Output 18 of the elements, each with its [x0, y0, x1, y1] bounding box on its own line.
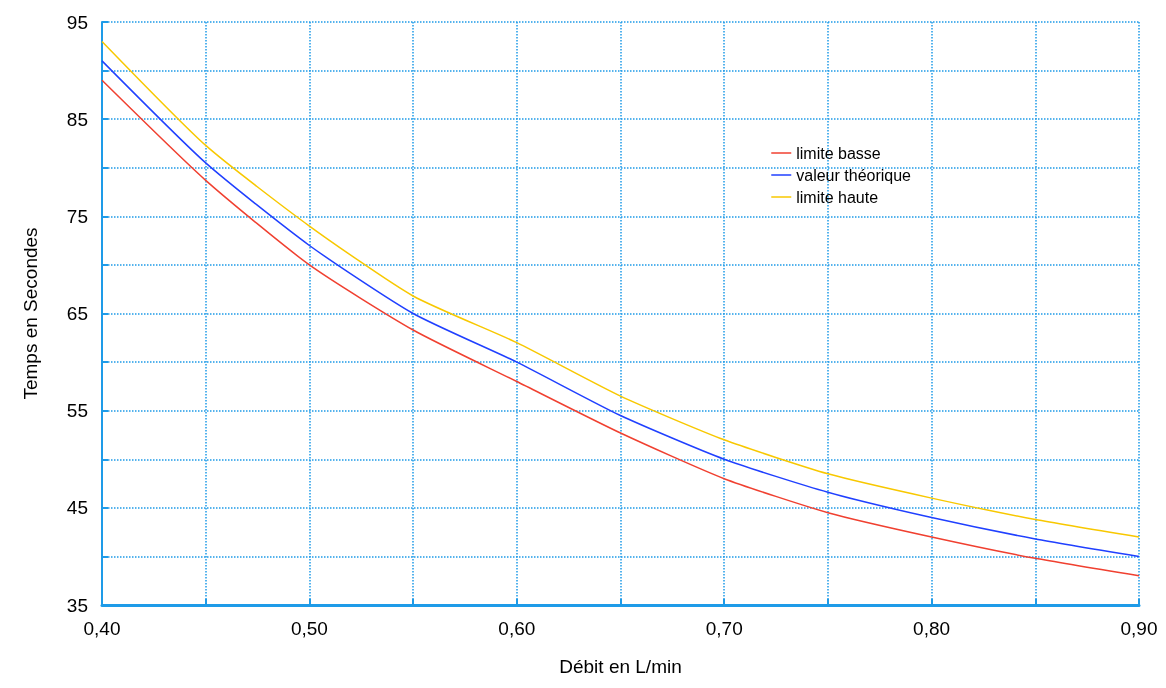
x-tick-label: 0,60 — [498, 618, 536, 639]
y-tick-label: 45 — [66, 497, 88, 519]
legend-label: limite haute — [796, 188, 879, 206]
x-tick-label: 0,40 — [83, 618, 121, 639]
x-tick-label: 0,70 — [705, 618, 743, 639]
y-tick-label: 55 — [66, 400, 88, 422]
x-tick-label: 0,50 — [290, 618, 328, 639]
y-tick-label: 95 — [66, 11, 88, 33]
y-axis-title: Temps en Secondes — [20, 227, 41, 400]
y-tick-label: 75 — [66, 205, 88, 227]
x-tick-label: 0,90 — [1120, 618, 1158, 639]
x-axis-title: Débit en L/min — [559, 656, 682, 677]
y-tick-label: 35 — [66, 594, 88, 616]
y-tick-label: 85 — [66, 108, 88, 130]
y-tick-label: 65 — [66, 303, 88, 324]
legend-label: limite basse — [796, 144, 881, 162]
legend-label: valeur théorique — [796, 166, 912, 184]
x-tick-label: 0,80 — [913, 618, 951, 639]
